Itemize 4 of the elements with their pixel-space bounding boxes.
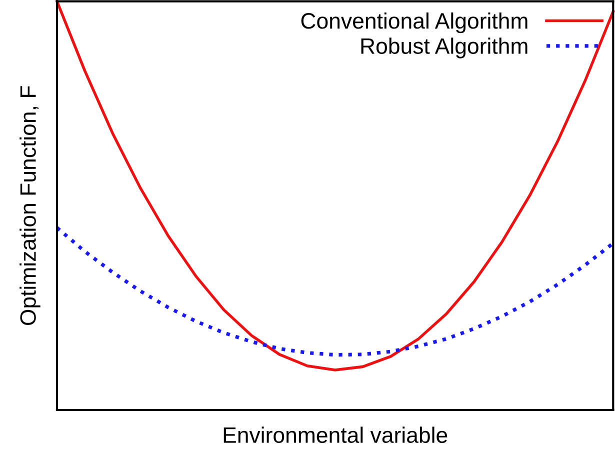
legend-label: Conventional Algorithm <box>301 12 528 34</box>
y-axis-title: Optimization Function, F <box>20 86 40 326</box>
legend-label: Robust Algorithm <box>361 38 528 58</box>
x-axis-title: Environmental variable <box>224 426 448 443</box>
